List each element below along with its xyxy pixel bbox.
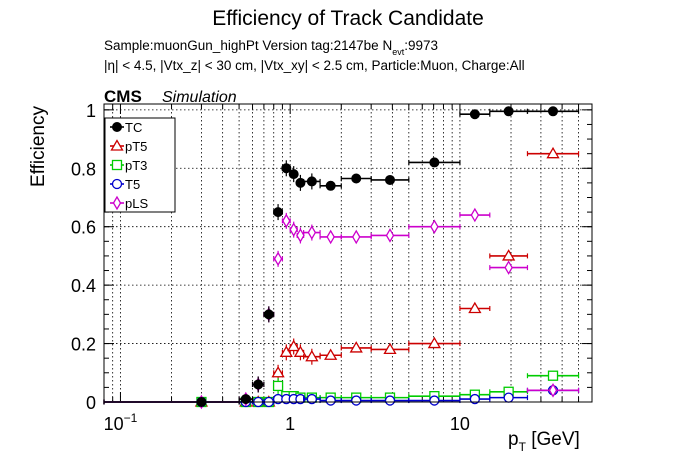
data-point-TC xyxy=(253,379,264,390)
data-point-TC xyxy=(503,106,514,117)
data-point-TC xyxy=(429,157,440,168)
data-point-pLS xyxy=(273,251,283,267)
data-point-pT5 xyxy=(293,345,308,357)
data-point-pLS xyxy=(282,213,291,229)
data-point-TC xyxy=(281,163,292,174)
data-point-TC xyxy=(288,169,299,180)
x-axis-label-unit: [GeV] xyxy=(526,429,580,450)
sample-info-main: Sample:muonGun_highPt Version tag:2147be… xyxy=(104,38,392,53)
x-axis-label-p: p xyxy=(508,429,519,450)
data-point-pT5 xyxy=(546,146,560,159)
legend-marker-pLS xyxy=(112,195,122,211)
legend-label-pLS: pLS xyxy=(125,196,148,211)
data-point-TC xyxy=(548,106,559,117)
data-point-pT5 xyxy=(287,339,301,352)
data-point-pLS xyxy=(296,228,305,243)
cms-sublabel: Simulation xyxy=(162,89,237,106)
cms-label: CMS xyxy=(104,87,142,106)
x-tick-label-exponent: −1 xyxy=(124,411,138,425)
data-point-TC xyxy=(273,207,284,218)
chart-title: Efficiency of Track Candidate xyxy=(212,7,484,30)
data-point-TC xyxy=(295,177,306,188)
x-tick-label: 10−1 xyxy=(104,411,138,434)
data-point-T5 xyxy=(306,393,317,405)
legend-marker-pT5 xyxy=(110,139,124,151)
data-point-pLS xyxy=(289,222,298,237)
data-point-pLS xyxy=(326,229,335,245)
data-point-pT5 xyxy=(324,348,338,360)
data-point-pLS xyxy=(351,229,361,245)
y-tick-label: 0 xyxy=(86,393,96,413)
data-point-T5 xyxy=(384,395,396,406)
x-tick-label-base: 10 xyxy=(450,414,470,434)
data-point-pLS xyxy=(307,225,317,240)
y-tick-label: 0.6 xyxy=(71,218,96,238)
legend-label-T5: T5 xyxy=(125,177,140,192)
data-point-TC xyxy=(351,173,362,184)
data-point-TC xyxy=(240,394,251,405)
data-point-pT5 xyxy=(383,342,397,355)
data-point-TC xyxy=(325,180,336,191)
data-point-pT5 xyxy=(271,365,285,378)
data-point-T5 xyxy=(429,395,440,406)
data-point-pLS xyxy=(548,383,558,398)
legend-label-pT5: pT5 xyxy=(125,139,147,154)
data-point-T5 xyxy=(325,395,336,406)
data-point-pT5 xyxy=(305,349,319,362)
x-tick-label: 1 xyxy=(285,414,295,434)
data-point-TC xyxy=(263,309,274,320)
legend-marker-pT3 xyxy=(111,159,123,171)
data-point-pLS xyxy=(504,260,513,275)
data-point-pT5 xyxy=(349,341,363,353)
x-axis-label: pT [GeV] xyxy=(508,429,580,454)
x-tick-label-base: 1 xyxy=(285,414,295,434)
data-point-pLS xyxy=(385,228,395,243)
data-point-pLS xyxy=(470,207,480,223)
legend: TC pT5 pT3 T5 pLS xyxy=(104,117,176,213)
x-axis-label-sub: T xyxy=(519,440,527,454)
legend-marker-TC xyxy=(112,122,122,132)
x-tick-labels: 10−1 1 10 xyxy=(104,411,470,434)
data-point-pT5 xyxy=(279,345,293,357)
plot-frame xyxy=(103,103,593,403)
y-tick-labels: 0 0.2 0.4 0.6 0.8 1 xyxy=(71,101,96,413)
data-point-TC xyxy=(306,176,317,187)
y-tick-label: 0.4 xyxy=(71,276,96,296)
data-point-TC xyxy=(469,109,480,120)
legend-marker-T5 xyxy=(111,178,123,190)
x-tick-label-base: 10 xyxy=(104,414,124,434)
y-axis-label: Efficiency xyxy=(28,106,49,187)
data-point-pLS xyxy=(430,219,439,234)
data-point-T5 xyxy=(503,392,514,403)
data-point-T5 xyxy=(469,393,481,405)
selection-cuts: |η| < 4.5, |Vtx_z| < 30 cm, |Vtx_xy| < 2… xyxy=(104,58,525,73)
data-point-pT5 xyxy=(502,249,516,261)
data-point-TC xyxy=(384,174,395,185)
sample-info-sub: evt xyxy=(392,47,405,57)
data-point-T5 xyxy=(351,395,362,406)
x-tick-label: 10 xyxy=(450,414,470,434)
sample-info: Sample:muonGun_highPt Version tag:2147be… xyxy=(104,38,438,57)
y-tick-label: 1 xyxy=(86,101,96,121)
data-point-pT5 xyxy=(427,336,441,349)
legend-label-pT3: pT3 xyxy=(125,158,147,173)
y-tick-label: 0.2 xyxy=(71,335,96,355)
legend-label-TC: TC xyxy=(125,120,142,135)
y-tick-label: 0.8 xyxy=(71,159,96,179)
sample-info-count: :9973 xyxy=(404,38,438,53)
data-point-pT5 xyxy=(468,301,482,314)
data-point-pT3 xyxy=(547,370,559,381)
data-point-pT3 xyxy=(272,380,284,392)
